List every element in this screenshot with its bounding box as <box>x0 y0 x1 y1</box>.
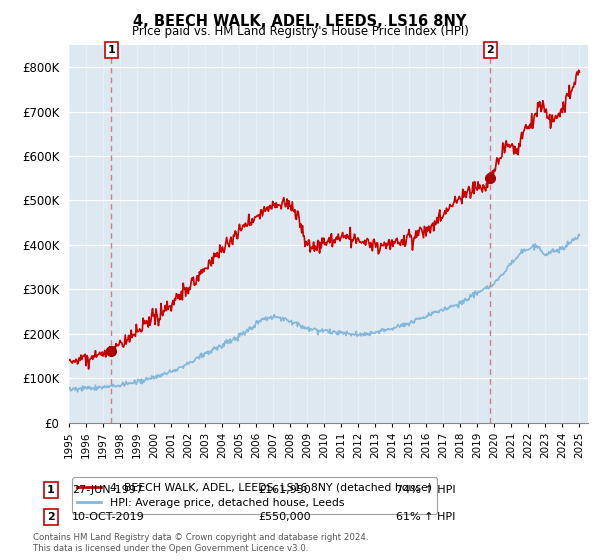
Text: 4, BEECH WALK, ADEL, LEEDS, LS16 8NY: 4, BEECH WALK, ADEL, LEEDS, LS16 8NY <box>133 14 467 29</box>
Text: Price paid vs. HM Land Registry's House Price Index (HPI): Price paid vs. HM Land Registry's House … <box>131 25 469 38</box>
Text: 1: 1 <box>47 485 55 495</box>
Text: Contains HM Land Registry data © Crown copyright and database right 2024.
This d: Contains HM Land Registry data © Crown c… <box>33 533 368 553</box>
Text: 1: 1 <box>107 45 115 55</box>
Text: £161,950: £161,950 <box>258 485 311 495</box>
Text: £550,000: £550,000 <box>258 512 311 522</box>
Text: 27-JUN-1997: 27-JUN-1997 <box>72 485 143 495</box>
Legend: 4, BEECH WALK, ADEL, LEEDS, LS16 8NY (detached house), HPI: Average price, detac: 4, BEECH WALK, ADEL, LEEDS, LS16 8NY (de… <box>72 477 437 514</box>
Text: 2: 2 <box>487 45 494 55</box>
Text: 2: 2 <box>47 512 55 522</box>
Text: 10-OCT-2019: 10-OCT-2019 <box>72 512 145 522</box>
Text: 61% ↑ HPI: 61% ↑ HPI <box>396 512 455 522</box>
Text: 74% ↑ HPI: 74% ↑ HPI <box>396 485 455 495</box>
